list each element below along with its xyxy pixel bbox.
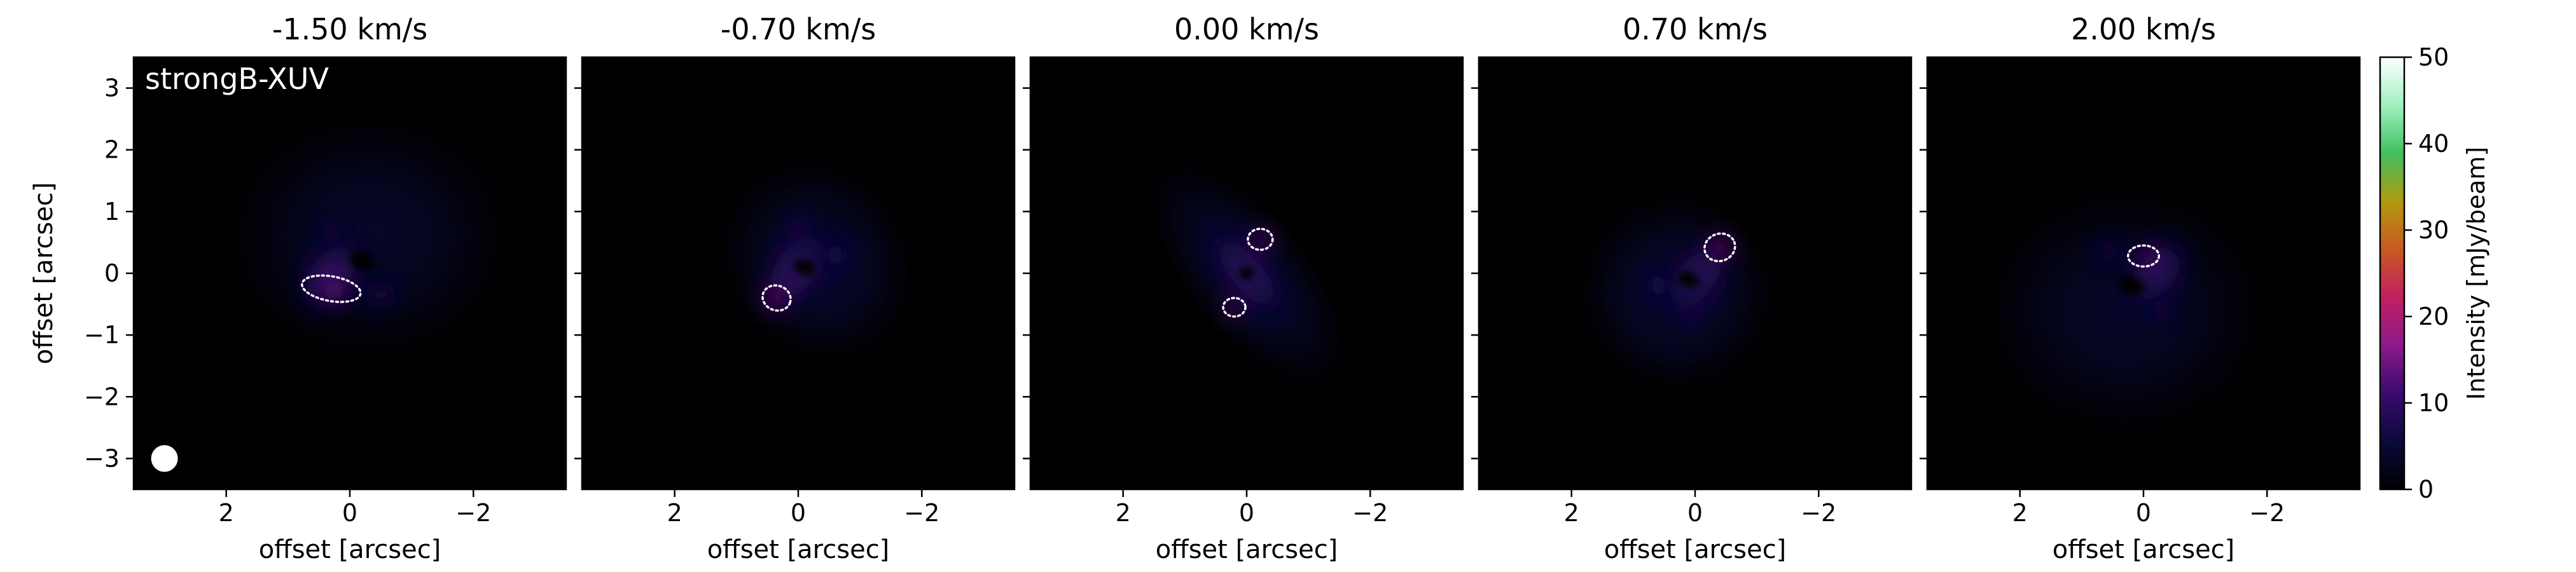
emission-blob xyxy=(307,276,362,305)
y-tick-label: 0 xyxy=(104,259,120,287)
x-tick-label: −2 xyxy=(1352,499,1388,527)
emission-blob xyxy=(780,211,816,249)
central-hole xyxy=(1239,267,1254,280)
intensity-contour xyxy=(2126,244,2161,268)
x-axis-label: offset [arcsec] xyxy=(259,535,441,564)
colorbar-tick-label: 30 xyxy=(2418,216,2449,244)
model-label: strongB-XUV xyxy=(145,62,329,96)
colorbar-scale xyxy=(2379,56,2406,491)
intensity-contour xyxy=(1222,297,1247,318)
channel-panel: -1.50 km/s 2 0 −2 offset [arcsec] 3 2 1 0 −1 −2 −3 xyxy=(84,12,567,564)
emission-blob xyxy=(2082,231,2136,272)
panel-title: 2.00 km/s xyxy=(2071,12,2216,46)
central-hole xyxy=(2117,276,2145,296)
y-tick-label: 2 xyxy=(104,136,120,164)
y-tick-label: −2 xyxy=(84,383,120,411)
y-tick-label: 1 xyxy=(104,198,120,226)
x-tick-label: −2 xyxy=(904,499,939,527)
colorbar-tick-label: 20 xyxy=(2418,303,2449,330)
x-tick-label: −2 xyxy=(2249,499,2285,527)
colorbar-tick-label: 10 xyxy=(2418,389,2449,417)
x-tick-label: −2 xyxy=(1801,499,1836,527)
x-tick-label: 0 xyxy=(791,499,806,527)
y-tick-label: −1 xyxy=(84,321,120,349)
channel-panel: 0.00 km/s 2 0 −2 offset [arcsec] xyxy=(1023,12,1464,564)
x-tick-label: 2 xyxy=(1116,499,1131,527)
x-tick-label: 2 xyxy=(1564,499,1579,527)
channel-panel: 2.00 km/s 2 0 −2 offset [arcsec] xyxy=(1920,12,2361,564)
x-tick-label: −2 xyxy=(455,499,491,527)
y-axis-label: offset [arcsec] xyxy=(29,182,59,365)
emission-blob xyxy=(814,224,857,286)
x-axis-label: offset [arcsec] xyxy=(1156,535,1338,564)
colorbar: 0 10 20 30 40 50 xyxy=(2379,43,2449,503)
intensity-contour xyxy=(761,284,792,312)
x-tick-label: 2 xyxy=(2012,499,2028,527)
x-axis-label: offset [arcsec] xyxy=(2053,535,2235,564)
x-tick-label: 2 xyxy=(219,499,234,527)
intensity-contour xyxy=(1247,228,1274,251)
panel-title: 0.70 km/s xyxy=(1623,12,1768,46)
channel-panel: -0.70 km/s 2 0 −2 offset [arcsec] xyxy=(574,12,1016,564)
x-axis-label: offset [arcsec] xyxy=(707,535,890,564)
x-tick-label: 2 xyxy=(667,499,682,527)
x-tick-label: 0 xyxy=(1239,499,1254,527)
x-axis-label: offset [arcsec] xyxy=(1604,535,1787,564)
intensity-contour xyxy=(1703,232,1736,262)
emission-blob xyxy=(1222,295,1247,320)
intensity-contour xyxy=(301,274,362,303)
emission-blob xyxy=(2143,292,2181,329)
central-hole xyxy=(1678,271,1700,288)
x-tick-label: 0 xyxy=(2136,499,2151,527)
emission-blob xyxy=(1673,293,1711,328)
panel-title: 0.00 km/s xyxy=(1174,12,1319,46)
beam-marker xyxy=(151,445,178,472)
colorbar-tick-label: 50 xyxy=(2418,43,2449,71)
emission-blob xyxy=(312,214,350,252)
x-tick-label: 0 xyxy=(342,499,357,527)
colorbar-tick-label: 40 xyxy=(2418,130,2449,158)
y-tick-label: −3 xyxy=(84,444,120,472)
channel-panel: 0.70 km/s 2 0 −2 offset [arcsec] xyxy=(1471,12,1913,564)
x-tick-label: 0 xyxy=(1687,499,1703,527)
emission-blob xyxy=(1704,233,1736,262)
colorbar-tick-label: 0 xyxy=(2418,475,2434,503)
panel-title: -1.50 km/s xyxy=(272,12,428,46)
central-hole xyxy=(793,259,815,275)
panel-title: -0.70 km/s xyxy=(721,12,876,46)
emission-blob xyxy=(354,275,408,315)
central-hole xyxy=(349,251,376,271)
y-tick-label: 3 xyxy=(104,74,120,102)
emission-blob xyxy=(760,282,793,315)
emission-blob xyxy=(1636,254,1680,317)
colorbar-label: Intensity [mJy/beam] xyxy=(2462,147,2490,400)
